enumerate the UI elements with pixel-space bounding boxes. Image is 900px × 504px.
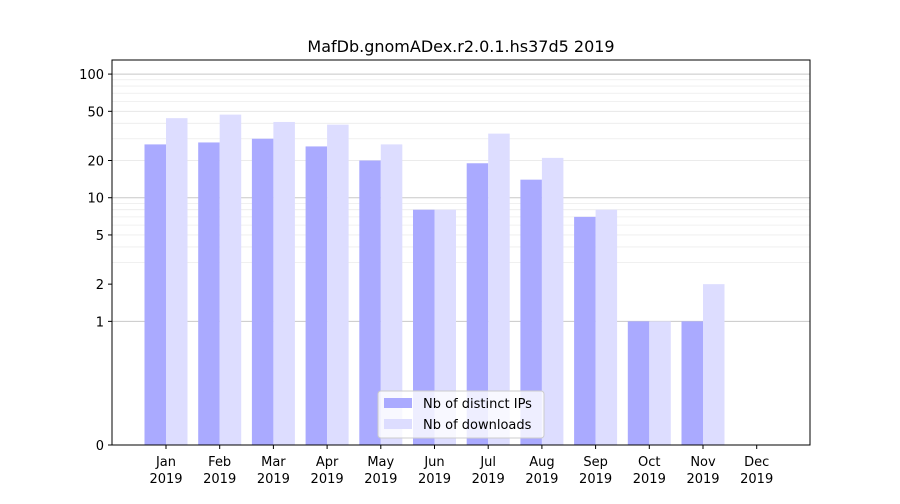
legend-label: Nb of downloads [423,418,532,433]
x-tick-label-month: May [367,455,394,470]
x-tick-label-month: Apr [316,455,339,470]
legend-box [377,390,545,439]
x-tick-label-year: 2019 [418,472,451,487]
x-tick-label-month: Jul [479,455,496,470]
x-tick-label-year: 2019 [686,472,719,487]
bar-distinct-ips-jun [413,209,435,445]
y-tick-label: 100 [79,68,104,83]
bars [144,114,725,446]
y-tick-label: 50 [87,105,104,120]
y-axis: 0 1 2 5 10 20 50 100 [79,68,112,454]
bar-downloads-apr [327,124,349,445]
x-tick-label-year: 2019 [203,472,236,487]
x-tick-label-month: Oct [638,455,660,470]
bar-downloads-feb [219,114,242,445]
x-tick-label-year: 2019 [633,472,666,487]
bar-downloads-aug [541,157,564,446]
bar-distinct-ips-nov [681,321,703,445]
x-tick-label-year: 2019 [364,472,397,487]
bar-distinct-ips-jan [144,144,166,445]
y-tick-label: 20 [87,155,104,170]
x-tick-label-month: Aug [529,455,554,470]
bar-downloads-jun [434,209,456,445]
bar-downloads-may [380,144,403,445]
legend: Nb of distinct IPs Nb of downloads [377,390,545,439]
bar-distinct-ips-mar [251,138,274,446]
x-tick-label-month: Feb [208,455,231,470]
x-tick-label-year: 2019 [257,472,290,487]
chart-title: MafDb.gnomADex.r2.0.1.hs37d5 2019 [307,37,614,56]
x-tick-label-year: 2019 [740,472,773,487]
bar-downloads-oct [649,321,671,445]
bar-distinct-ips-feb [198,142,220,445]
bar-distinct-ips-jul [466,163,489,445]
x-tick-label-month: Dec [744,455,769,470]
bar-downloads-mar [273,121,295,445]
legend-label: Nb of distinct IPs [423,397,532,412]
x-tick-label-year: 2019 [525,472,558,487]
bar-distinct-ips-sep [574,216,596,445]
bar-downloads-nov [703,284,725,445]
bar-downloads-sep [595,209,618,445]
y-tick-label: 10 [87,192,104,207]
plot-frame [111,59,811,446]
y-tick-label: 1 [96,315,104,330]
x-tick-label-year: 2019 [472,472,505,487]
bar-distinct-ips-aug [520,179,542,446]
bar-downloads-jul [488,133,510,445]
y-tick-label: 5 [96,229,104,244]
x-tick-label-month: Jun [423,455,444,470]
x-tick-label-month: Sep [583,455,608,470]
y-tick-label: 2 [96,278,104,293]
x-tick-label-month: Nov [690,455,716,470]
x-tick-label-year: 2019 [311,472,344,487]
legend-swatch [384,398,412,408]
legend-swatch [384,419,412,429]
x-tick-label-year: 2019 [149,472,182,487]
x-axis: Jan 2019 Feb 2019 Mar 2019 Apr 2019 May 2019 Jun 20… [149,445,773,487]
x-tick-label-month: Jan [155,455,176,470]
x-tick-label-month: Mar [261,455,286,470]
bar-distinct-ips-may [359,160,381,445]
x-tick-label-year: 2019 [579,472,612,487]
bar-distinct-ips-oct [627,321,650,445]
bar-distinct-ips-apr [305,146,328,445]
y-tick-label: 0 [96,439,104,454]
bar-downloads-jan [166,118,188,446]
